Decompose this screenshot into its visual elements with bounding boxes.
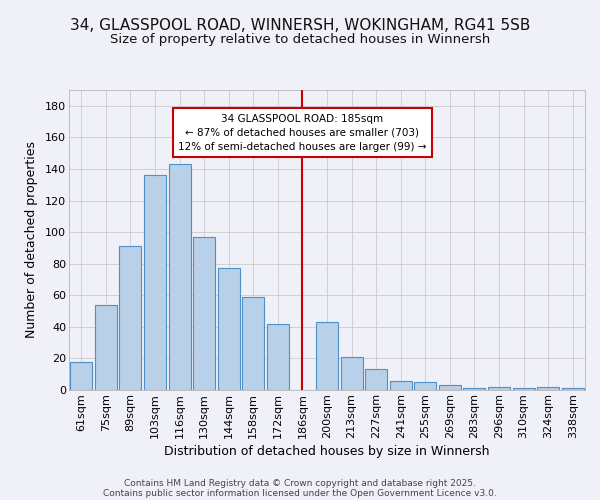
Text: Contains public sector information licensed under the Open Government Licence v3: Contains public sector information licen…: [103, 488, 497, 498]
Y-axis label: Number of detached properties: Number of detached properties: [25, 142, 38, 338]
Bar: [488, 387, 510, 390]
Bar: [316, 322, 338, 390]
Bar: [341, 357, 362, 390]
Bar: [562, 388, 584, 390]
Bar: [193, 237, 215, 390]
Bar: [512, 388, 535, 390]
Bar: [439, 386, 461, 390]
Text: Contains HM Land Registry data © Crown copyright and database right 2025.: Contains HM Land Registry data © Crown c…: [124, 478, 476, 488]
Bar: [144, 176, 166, 390]
Bar: [95, 304, 117, 390]
Bar: [119, 246, 142, 390]
Text: 34 GLASSPOOL ROAD: 185sqm
← 87% of detached houses are smaller (703)
12% of semi: 34 GLASSPOOL ROAD: 185sqm ← 87% of detac…: [178, 114, 427, 152]
Bar: [365, 370, 387, 390]
Bar: [389, 380, 412, 390]
Bar: [463, 388, 485, 390]
Text: Size of property relative to detached houses in Winnersh: Size of property relative to detached ho…: [110, 32, 490, 46]
Bar: [218, 268, 240, 390]
Bar: [414, 382, 436, 390]
Bar: [70, 362, 92, 390]
Bar: [169, 164, 191, 390]
Bar: [267, 324, 289, 390]
Text: 34, GLASSPOOL ROAD, WINNERSH, WOKINGHAM, RG41 5SB: 34, GLASSPOOL ROAD, WINNERSH, WOKINGHAM,…: [70, 18, 530, 32]
Bar: [537, 387, 559, 390]
Bar: [242, 297, 265, 390]
X-axis label: Distribution of detached houses by size in Winnersh: Distribution of detached houses by size …: [164, 445, 490, 458]
